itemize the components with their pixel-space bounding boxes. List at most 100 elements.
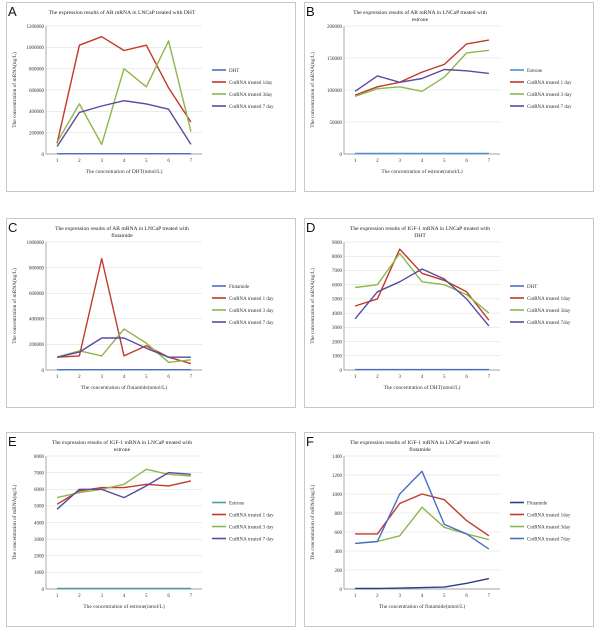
x-tick-label: 4 <box>123 375 126 380</box>
x-tick-label: 1 <box>56 159 59 164</box>
x-tick-label: 4 <box>421 375 424 380</box>
panel-letter: C <box>8 220 17 235</box>
panel-frame <box>304 432 594 627</box>
x-tick-label: 6 <box>465 375 468 380</box>
panel-frame <box>304 2 594 192</box>
chart-title: The expression results of AR mRNA in LNC… <box>49 9 196 16</box>
y-tick-label: 400 <box>335 550 343 555</box>
y-tick-label: 7000 <box>34 471 45 476</box>
y-tick-label: 5000 <box>332 298 343 303</box>
x-tick-label: 7 <box>488 375 491 380</box>
series-line-4 <box>354 268 490 327</box>
x-tick-label: 4 <box>123 594 126 599</box>
x-tick-label: 5 <box>443 594 446 599</box>
y-tick-label: 800000 <box>29 67 45 72</box>
y-tick-label: 1000000 <box>27 241 45 246</box>
series-line-2 <box>355 493 490 537</box>
y-tick-label: 4000 <box>332 312 343 317</box>
series-line-3 <box>56 468 191 499</box>
series-line-4 <box>56 471 191 510</box>
chart-title: The expression results of IGF-1 mRNA in … <box>350 225 490 232</box>
chart-d: D The expression results of IGF-1 mRNA in… <box>304 218 594 408</box>
y-tick-label: 1400 <box>332 455 343 460</box>
legend-label: CntRNA treated 3 day <box>229 525 274 530</box>
panel-c: C The expression results of AR mRNA in LN… <box>6 218 296 408</box>
y-tick-label: 1000 <box>34 571 45 576</box>
panel-letter: D <box>306 220 315 235</box>
x-tick-label: 3 <box>398 159 401 164</box>
legend-label: CntRNA treated 7 day <box>229 537 274 542</box>
x-tick-label: 2 <box>78 375 81 380</box>
panel-frame <box>6 218 296 408</box>
chart-a: A The expression results of AR mRNA in LN… <box>6 2 296 192</box>
legend-label: CntRNA treated 7 day <box>527 105 572 110</box>
x-tick-label: 5 <box>443 159 446 164</box>
series-line-4 <box>56 337 191 358</box>
chart-c: C The expression results of AR mRNA in LN… <box>6 218 296 408</box>
chart-title: The expression results of IGF-1 mRNA in … <box>52 439 192 446</box>
legend-label: CntRNA treated 1 day <box>229 513 274 518</box>
y-tick-label: 100000 <box>327 89 343 94</box>
y-axis-label: The concentration of mRNA(ng/L) <box>11 52 18 128</box>
chart-title: The expression results of IGF-1 mRNA in … <box>350 439 490 446</box>
y-tick-label: 6000 <box>332 283 343 288</box>
series-line-1 <box>355 577 490 590</box>
series-line-3 <box>56 40 192 146</box>
y-tick-label: 150000 <box>327 57 343 62</box>
legend-label: CntRNA treated 1day <box>527 297 571 302</box>
legend-label: DHT <box>229 69 239 74</box>
y-tick-label: 600000 <box>29 89 45 94</box>
y-tick-label: 200000 <box>29 131 45 136</box>
panel-letter: A <box>8 4 17 19</box>
x-tick-label: 4 <box>123 159 126 164</box>
x-tick-label: 5 <box>145 375 148 380</box>
x-axis-label: The concentration of DHT(nmol/L) <box>86 168 163 175</box>
y-tick-label: 0 <box>340 153 343 158</box>
y-tick-label: 0 <box>42 588 45 593</box>
legend-label: Flutamide <box>229 285 250 290</box>
y-tick-label: 800 <box>335 512 343 517</box>
y-axis-label: The concentration of mRNA(ng/L) <box>309 52 316 128</box>
x-tick-label: 1 <box>56 375 59 380</box>
chart-title: DHT <box>414 233 426 239</box>
panel-letter: F <box>306 434 314 449</box>
y-tick-label: 1000 <box>332 355 343 360</box>
y-tick-label: 2000 <box>34 555 45 560</box>
legend-label: CntRNA treated 1day <box>229 81 273 86</box>
x-tick-label: 2 <box>376 375 379 380</box>
legend-label: CntRNA treated 3day <box>527 525 571 530</box>
legend-label: Estrone <box>229 501 245 506</box>
x-tick-label: 3 <box>398 594 401 599</box>
panel-b: B The expression results of AR mRNA in LN… <box>304 2 594 192</box>
y-tick-label: 8000 <box>34 455 45 460</box>
panel-d: D The expression results of IGF-1 mRNA in… <box>304 218 594 408</box>
legend-label: CntRNA treated 1 day <box>527 81 572 86</box>
panel-letter: E <box>8 434 17 449</box>
chart-title: The expression results of AR mRNA in LNC… <box>353 9 487 16</box>
x-tick-label: 7 <box>190 375 193 380</box>
y-tick-label: 1200 <box>332 474 343 479</box>
x-axis-label: The concentration of DHT(nmol/L) <box>384 384 461 391</box>
legend-label: CntRNA treated 7 day <box>229 105 274 110</box>
y-tick-label: 1000000 <box>27 46 45 51</box>
series-line-3 <box>355 252 490 314</box>
x-tick-label: 6 <box>167 375 170 380</box>
x-tick-label: 6 <box>465 159 468 164</box>
series-line-2 <box>354 39 490 96</box>
x-tick-label: 2 <box>78 594 81 599</box>
y-tick-label: 400000 <box>29 110 45 115</box>
panel-frame <box>6 2 296 192</box>
y-tick-label: 7000 <box>332 269 343 274</box>
x-axis-label: The concentration of flutamide(nmol/L) <box>81 384 168 391</box>
x-tick-label: 1 <box>354 594 357 599</box>
x-axis-label: The concentration of estrone(nmol/L) <box>83 603 164 610</box>
y-tick-label: 3000 <box>34 538 45 543</box>
x-tick-label: 3 <box>100 375 103 380</box>
panel-f: F The expression results of IGF-1 mRNA in… <box>304 432 594 627</box>
y-tick-label: 2000 <box>332 340 343 345</box>
x-tick-label: 6 <box>167 594 170 599</box>
x-tick-label: 2 <box>78 159 81 164</box>
x-axis-label: The concentration of estrone(nmol/L) <box>381 168 462 175</box>
x-tick-label: 7 <box>488 159 491 164</box>
panel-e: E The expression results of IGF-1 mRNA in… <box>6 432 296 627</box>
